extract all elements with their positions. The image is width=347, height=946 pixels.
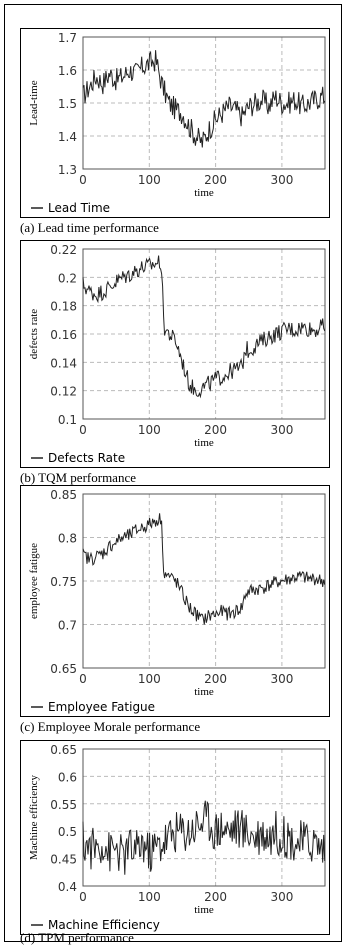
y-axis-label: employee fatigue [28, 543, 40, 619]
y-tick-label: 0.22 [50, 243, 77, 257]
y-tick-label: 0.6 [58, 770, 77, 784]
x-axis-label: time [194, 904, 214, 916]
x-tick-label: 300 [270, 173, 293, 187]
x-tick-label: 300 [270, 890, 293, 904]
caption-a: (a) Lead time performance [20, 220, 159, 235]
chart-tqm: 0.1 0.12 0.14 0.16 0.18 0.2 0.22 0 100 200 300 time… [28, 243, 326, 465]
y-tick-label: 0.5 [58, 825, 77, 839]
x-axis-label: time [194, 686, 214, 698]
x-axis-label: time [194, 187, 214, 199]
y-axis-label: Machine efficiency [28, 775, 40, 861]
y-tick-label: 0.55 [50, 798, 77, 812]
x-tick-label: 200 [204, 173, 227, 187]
x-tick-label: 200 [204, 672, 227, 686]
y-tick-label: 0.12 [50, 385, 77, 399]
chart-tpm: 0.4 0.45 0.5 0.55 0.6 0.65 0 100 200 300 time Machi… [28, 743, 326, 932]
y-tick-label: 0.75 [50, 575, 77, 589]
y-axis-label: Lead-time [28, 80, 40, 125]
plot-box: 1.3 1.4 1.5 1.6 1.7 0 100 200 300 time Lead-time Le… [20, 28, 330, 218]
y-tick-label: 0.2 [58, 271, 77, 285]
y-axis-label: defects rate [28, 309, 40, 359]
y-tick-label: 0.1 [58, 413, 77, 427]
plot-area [82, 748, 326, 887]
y-tick-label: 0.18 [50, 300, 77, 314]
x-tick-label: 0 [79, 672, 87, 686]
y-tick-label: 0.65 [50, 743, 77, 757]
plot-box: 0.1 0.12 0.14 0.16 0.18 0.2 0.22 0 100 200 300 time… [20, 240, 330, 468]
plot-box: 0.65 0.7 0.75 0.8 0.85 0 100 200 300 time employee… [20, 485, 330, 717]
series-line [82, 800, 326, 875]
x-tick-label: 100 [138, 672, 161, 686]
x-tick-label: 0 [79, 173, 87, 187]
x-tick-label: 100 [138, 173, 161, 187]
x-axis-label: time [194, 437, 214, 449]
caption-d: (d) TPM performance [20, 930, 134, 945]
legend-label: Lead Time [48, 201, 110, 215]
y-tick-label: 0.7 [58, 619, 77, 633]
chart-lead-time: 1.3 1.4 1.5 1.6 1.7 0 100 200 300 time Lead-time Le… [28, 31, 326, 215]
caption-c: (c) Employee Morale performance [20, 719, 201, 734]
x-tick-label: 100 [138, 423, 161, 437]
x-tick-label: 0 [79, 423, 87, 437]
x-tick-label: 300 [270, 672, 293, 686]
x-tick-label: 300 [270, 423, 293, 437]
legend-label: Employee Fatigue [48, 700, 155, 714]
x-tick-label: 200 [204, 890, 227, 904]
legend-label: Defects Rate [48, 451, 125, 465]
y-tick-label: 0.14 [50, 356, 77, 370]
y-tick-label: 0.8 [58, 532, 77, 546]
y-tick-label: 0.16 [50, 328, 77, 342]
y-tick-label: 0.4 [58, 880, 77, 894]
chart-employee-morale: 0.65 0.7 0.75 0.8 0.85 0 100 200 300 time employee… [28, 488, 326, 714]
x-tick-label: 200 [204, 423, 227, 437]
plot-area [82, 493, 326, 669]
plot-box: 0.4 0.45 0.5 0.55 0.6 0.65 0 100 200 300 time Machi… [20, 740, 330, 935]
x-tick-label: 0 [79, 890, 87, 904]
y-tick-label: 1.4 [58, 130, 77, 144]
y-tick-label: 0.45 [50, 853, 77, 867]
y-tick-label: 0.65 [50, 662, 77, 676]
plot-area [82, 36, 326, 170]
y-tick-label: 0.85 [50, 488, 77, 502]
y-tick-label: 1.6 [58, 64, 77, 78]
y-tick-label: 1.7 [58, 31, 77, 45]
plot-area [82, 248, 326, 420]
series-line [82, 513, 326, 625]
caption-b: (b) TQM performance [20, 470, 136, 485]
series-line [82, 50, 326, 148]
x-tick-label: 100 [138, 890, 161, 904]
series-line [82, 255, 326, 399]
legend-label: Machine Efficiency [48, 918, 160, 932]
y-tick-label: 1.5 [58, 97, 77, 111]
y-tick-label: 1.3 [58, 163, 77, 177]
